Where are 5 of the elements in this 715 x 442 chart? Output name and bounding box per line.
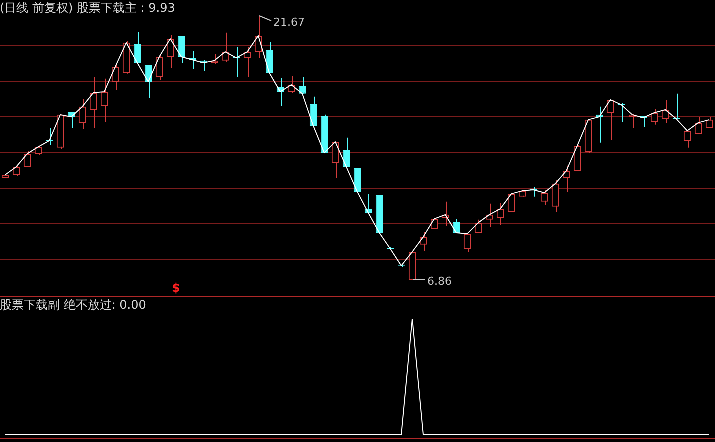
chart-title: 股票下载副 绝不放过: 0.00 (0, 297, 146, 314)
annotation: 21.67 (274, 16, 305, 29)
annotation: 6.86 (428, 274, 452, 288)
chart-title: (日线 前复权) 股票下载主 : 9.93 (0, 0, 176, 17)
text: $ (172, 281, 180, 295)
